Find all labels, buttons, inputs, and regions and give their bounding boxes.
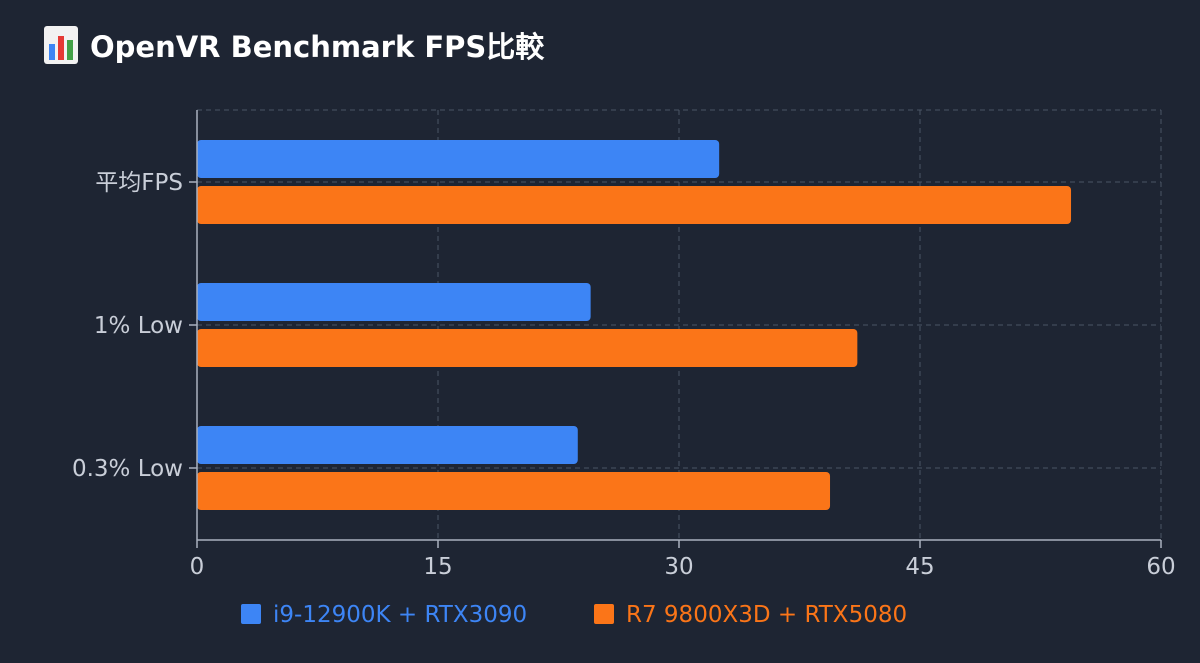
legend-swatch: [241, 604, 261, 624]
bar-series2-cat1: [197, 186, 1072, 224]
legend-label: i9-12900K + RTX3090: [273, 602, 527, 628]
bar-series1-cat3: [197, 426, 578, 464]
grid-layer: [197, 109, 1162, 540]
chart-title: OpenVR Benchmark FPS比較: [90, 30, 545, 64]
axis-layer: 平均FPS 1% Low 0.3% Low 0 15 30 45 60: [72, 110, 1176, 580]
y-tick-label: 1% Low: [94, 313, 183, 339]
bars-layer: [197, 140, 1072, 510]
legend-label: R7 9800X3D + RTX5080: [626, 602, 907, 628]
x-tick-label: 45: [905, 554, 934, 580]
bar-series1-cat1: [197, 140, 720, 178]
y-tick-label: 0.3% Low: [72, 456, 183, 482]
x-tick-label: 30: [664, 554, 693, 580]
chart-title-group: OpenVR Benchmark FPS比較: [44, 26, 545, 64]
bar-series1-cat2: [197, 283, 591, 321]
legend: i9-12900K + RTX3090 R7 9800X3D + RTX5080: [241, 602, 907, 628]
y-tick-label: 平均FPS: [95, 170, 183, 196]
bar-series2-cat2: [197, 329, 858, 367]
x-tick-label: 0: [190, 554, 205, 580]
x-tick-label: 60: [1146, 554, 1175, 580]
bar-chart-icon: [44, 26, 78, 64]
bar-series2-cat3: [197, 472, 831, 510]
legend-swatch: [594, 604, 614, 624]
x-tick-label: 15: [423, 554, 452, 580]
